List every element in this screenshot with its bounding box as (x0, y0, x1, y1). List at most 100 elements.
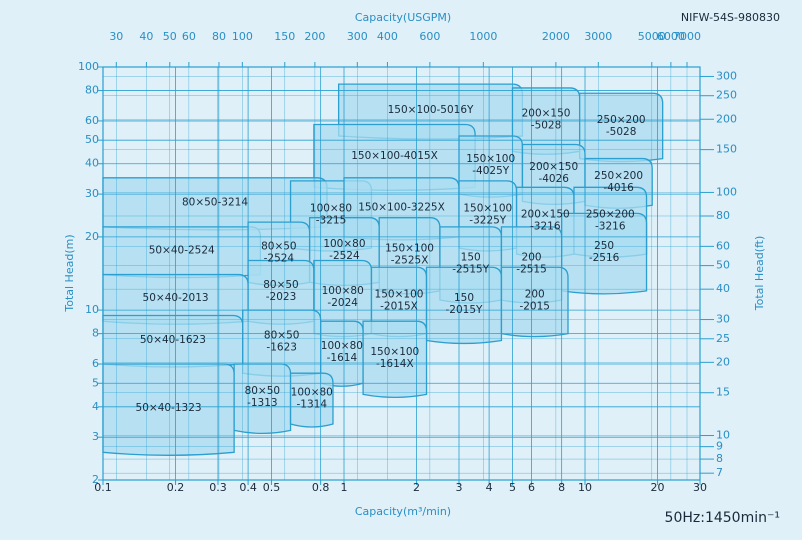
region-label: -1614 (327, 352, 358, 364)
region-label: -1313 (247, 397, 278, 409)
x2-tick-label: 6000 (657, 30, 685, 43)
region-label: -2525X (391, 254, 429, 266)
y2-tick-label: 7 (716, 466, 723, 479)
y2-axis-title: Total Head(ft) (753, 236, 766, 312)
y2-tick-label: 50 (716, 259, 730, 272)
y-tick-label: 5 (92, 376, 99, 389)
region-label: -4026 (538, 173, 569, 185)
y2-tick-label: 10 (716, 429, 730, 442)
x2-tick-label: 30 (109, 30, 123, 43)
region-label: -2515 (516, 263, 547, 275)
y-tick-label: 6 (92, 357, 99, 370)
region-label: -4016 (603, 182, 634, 194)
region-label: -2024 (327, 297, 358, 309)
region-label: 100×80 (310, 202, 352, 214)
region-label: 80×50-3214 (182, 196, 248, 208)
x-tick-label: 2 (413, 481, 420, 494)
region-label: -5028 (531, 120, 562, 132)
x2-tick-label: 40 (139, 30, 153, 43)
region-label: 150×100 (385, 242, 434, 254)
x2-tick-label: 50 (163, 30, 177, 43)
pump-region (425, 266, 503, 345)
pump-region (289, 372, 334, 428)
y-tick-label: 50 (85, 133, 99, 146)
y2-tick-label: 250 (716, 89, 737, 102)
y-tick-label: 60 (85, 114, 99, 127)
region-label: -3225Y (469, 214, 507, 226)
y2-tick-label: 200 (716, 112, 737, 125)
x-tick-label: 6 (528, 481, 535, 494)
region-label: 150×100 (370, 346, 419, 358)
x2-tick-label: 400 (377, 30, 398, 43)
region-label: 80×50 (245, 385, 281, 397)
region-label: 150×100 (466, 153, 515, 165)
region-label: 200 (522, 251, 542, 263)
region-label: -2524 (329, 250, 360, 262)
x-tick-label: 5 (509, 481, 516, 494)
region-label: -2524 (264, 252, 295, 264)
region-label: 50×40-1323 (136, 402, 202, 414)
x2-tick-label: 5000 (638, 30, 666, 43)
region-label: -5028 (606, 126, 637, 138)
x-tick-label: 0.4 (239, 481, 257, 494)
x2-tick-label: 80 (212, 30, 226, 43)
y-tick-label: 8 (92, 327, 99, 340)
pump-region (561, 212, 648, 295)
pump-region (362, 320, 428, 399)
region-label: 200×150 (529, 161, 578, 173)
y2-tick-label: 8 (716, 452, 723, 465)
region-label: 80×50 (261, 240, 297, 252)
x2-tick-label: 300 (347, 30, 368, 43)
y-axis-title: Total Head(m) (63, 234, 76, 312)
region-label: -2516 (589, 252, 620, 264)
x-axis-title: Capacity(m³/min) (355, 505, 451, 518)
x-tick-label: 0.2 (167, 481, 185, 494)
region-label: 150×100-5016Y (388, 104, 474, 116)
y-tick-label: 30 (85, 187, 99, 200)
x-tick-label: 0.8 (312, 481, 330, 494)
y-tick-label: 4 (92, 400, 99, 413)
region-label: 250×200 (594, 170, 643, 182)
region-label: 150×100-4015X (351, 150, 438, 162)
x-tick-label: 0.5 (263, 481, 281, 494)
region-label: 100×80 (322, 285, 364, 297)
y2-tick-label: 40 (716, 282, 730, 295)
y-tick-label: 20 (85, 230, 99, 243)
region-label: 50×40-2013 (143, 292, 209, 304)
region-label: -1614X (376, 358, 414, 370)
y2-tick-label: 20 (716, 355, 730, 368)
y2-tick-label: 60 (716, 239, 730, 252)
y2-tick-label: 100 (716, 185, 737, 198)
region-label: 200×150 (522, 108, 571, 120)
chart-title: NIFW-54S-980830 (681, 11, 780, 24)
x2-tick-label: 1000 (469, 30, 497, 43)
x-tick-label: 0.1 (94, 481, 112, 494)
x-tick-label: 3 (455, 481, 462, 494)
x2-tick-label: 600 (419, 30, 440, 43)
region-label: 150×100 (375, 288, 424, 300)
y2-tick-label: 25 (716, 332, 730, 345)
x-tick-label: 10 (578, 481, 592, 494)
region-label: 150×100 (463, 202, 512, 214)
x2-tick-label: 7000 (673, 30, 701, 43)
x-tick-label: 4 (486, 481, 493, 494)
y-tick-label: 2 (92, 473, 99, 486)
region-label: -2015 (519, 300, 550, 312)
y2-tick-label: 15 (716, 386, 730, 399)
y2-tick-label: 300 (716, 69, 737, 82)
y-tick-label: 10 (85, 303, 99, 316)
x2-tick-label: 150 (274, 30, 295, 43)
region-label: 200 (525, 288, 545, 300)
y-tick-label: 40 (85, 157, 99, 170)
y2-tick-label: 30 (716, 313, 730, 326)
x-tick-label: 0.3 (209, 481, 227, 494)
region-label: 50×40-1623 (140, 334, 206, 346)
region-label: 100×80 (323, 238, 365, 250)
y2-tick-label: 150 (716, 143, 737, 156)
note: 50Hz:1450min⁻¹ (665, 510, 780, 526)
region-label: 250 (594, 240, 614, 252)
region-label: -4025Y (472, 165, 510, 177)
y-tick-label: 3 (92, 430, 99, 443)
region-label: 80×50 (263, 279, 299, 291)
